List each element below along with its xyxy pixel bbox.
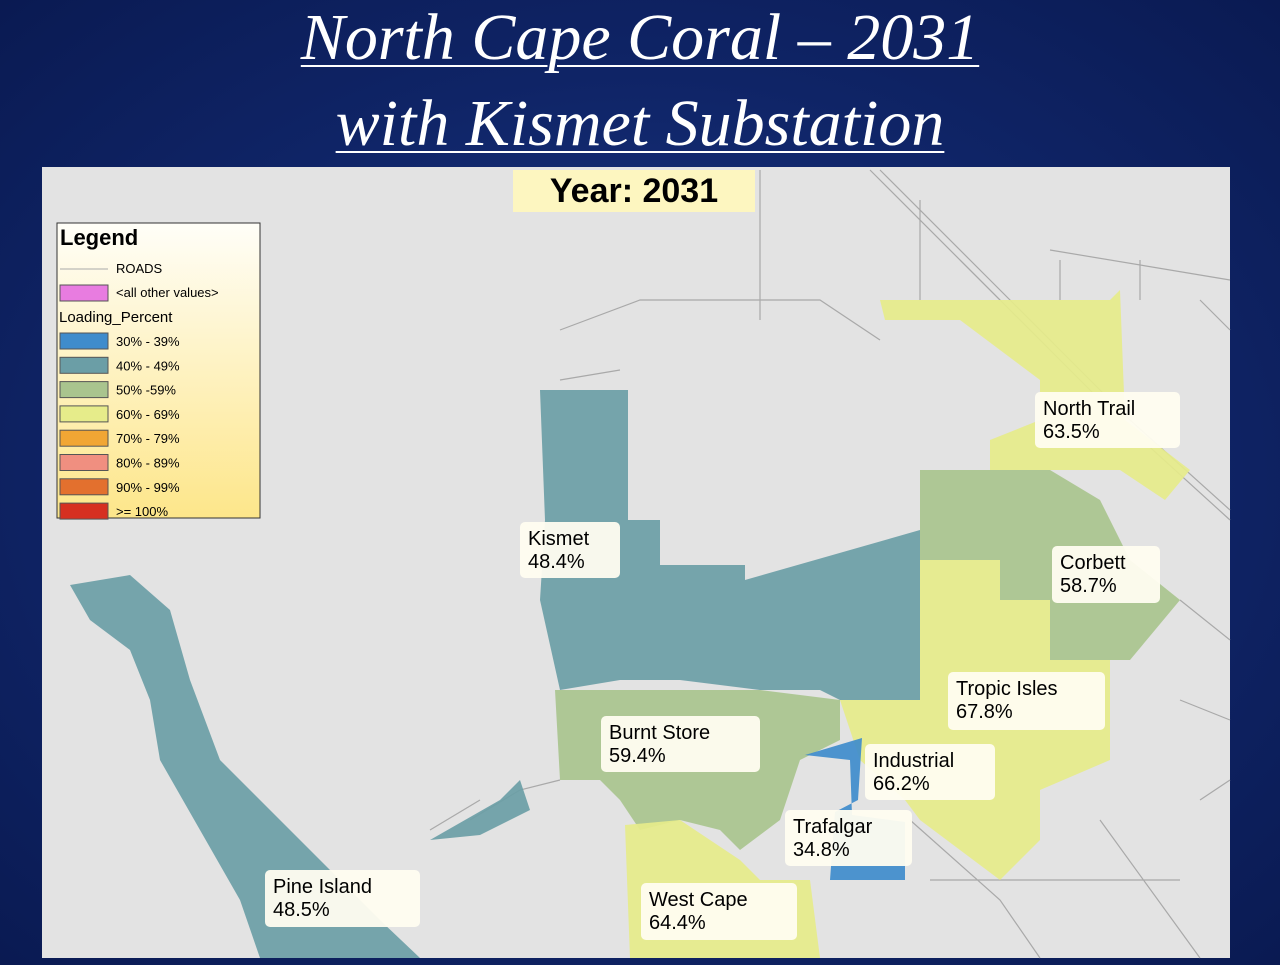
area-value: 48.4% bbox=[528, 551, 585, 573]
area-name: Industrial bbox=[873, 750, 954, 772]
label-box bbox=[948, 672, 1105, 730]
legend-swatch bbox=[59, 478, 109, 496]
legend-field: Loading_Percent bbox=[59, 309, 173, 326]
title-line-1: North Cape Coral – 2031 bbox=[300, 1, 980, 74]
area-name: Burnt Store bbox=[609, 722, 710, 744]
legend-swatch bbox=[59, 502, 109, 520]
region bbox=[540, 390, 920, 700]
label-box bbox=[520, 522, 620, 578]
legend-swatch bbox=[59, 284, 109, 302]
area-value: 59.4% bbox=[609, 745, 666, 767]
legend-label: 40% - 49% bbox=[116, 358, 180, 373]
area-name: Tropic Isles bbox=[956, 678, 1058, 700]
area-name: Kismet bbox=[528, 528, 590, 550]
legend: Legend ROADS <all other values> Loading_… bbox=[56, 222, 261, 520]
legend-swatch bbox=[59, 454, 109, 471]
legend-label: >= 100% bbox=[116, 504, 168, 519]
legend-other: <all other values> bbox=[116, 285, 219, 300]
area-name: North Trail bbox=[1043, 398, 1135, 420]
region bbox=[430, 780, 530, 840]
label-box bbox=[265, 870, 420, 927]
year-box bbox=[513, 170, 755, 212]
area-value: 66.2% bbox=[873, 773, 930, 795]
label-box bbox=[1035, 392, 1180, 448]
area-value: 67.8% bbox=[956, 701, 1013, 723]
legend-label: 70% - 79% bbox=[116, 431, 180, 446]
legend-swatch bbox=[59, 332, 109, 350]
legend-title: Legend bbox=[60, 225, 138, 250]
area-value: 58.7% bbox=[1060, 575, 1117, 597]
legend-swatch bbox=[59, 429, 109, 447]
area-value: 63.5% bbox=[1043, 421, 1100, 443]
area-value: 48.5% bbox=[273, 899, 330, 921]
legend-swatch bbox=[59, 381, 109, 399]
legend-label: 50% -59% bbox=[116, 383, 176, 398]
area-name: Trafalgar bbox=[793, 816, 873, 838]
legend-roads: ROADS bbox=[116, 261, 163, 276]
year-label: Year: 2031 bbox=[550, 172, 718, 210]
label-box bbox=[865, 744, 995, 800]
legend-label: 90% - 99% bbox=[116, 480, 180, 495]
title-line-2: with Kismet Substation bbox=[335, 87, 945, 160]
area-value: 64.4% bbox=[649, 912, 706, 934]
legend-label: 80% - 89% bbox=[116, 456, 180, 471]
label-box bbox=[785, 810, 912, 866]
region bbox=[70, 575, 420, 958]
legend-swatch bbox=[59, 356, 109, 374]
label-box bbox=[641, 883, 797, 940]
legend-label: 30% - 39% bbox=[116, 334, 180, 349]
label-box bbox=[601, 716, 760, 772]
region bbox=[920, 470, 1180, 660]
label-box bbox=[1052, 546, 1160, 603]
area-value: 34.8% bbox=[793, 839, 850, 861]
legend-swatch bbox=[59, 405, 109, 423]
legend-label: 60% - 69% bbox=[116, 407, 180, 422]
area-name: West Cape bbox=[649, 889, 748, 911]
area-name: Corbett bbox=[1060, 552, 1126, 574]
area-name: Pine Island bbox=[273, 876, 372, 898]
